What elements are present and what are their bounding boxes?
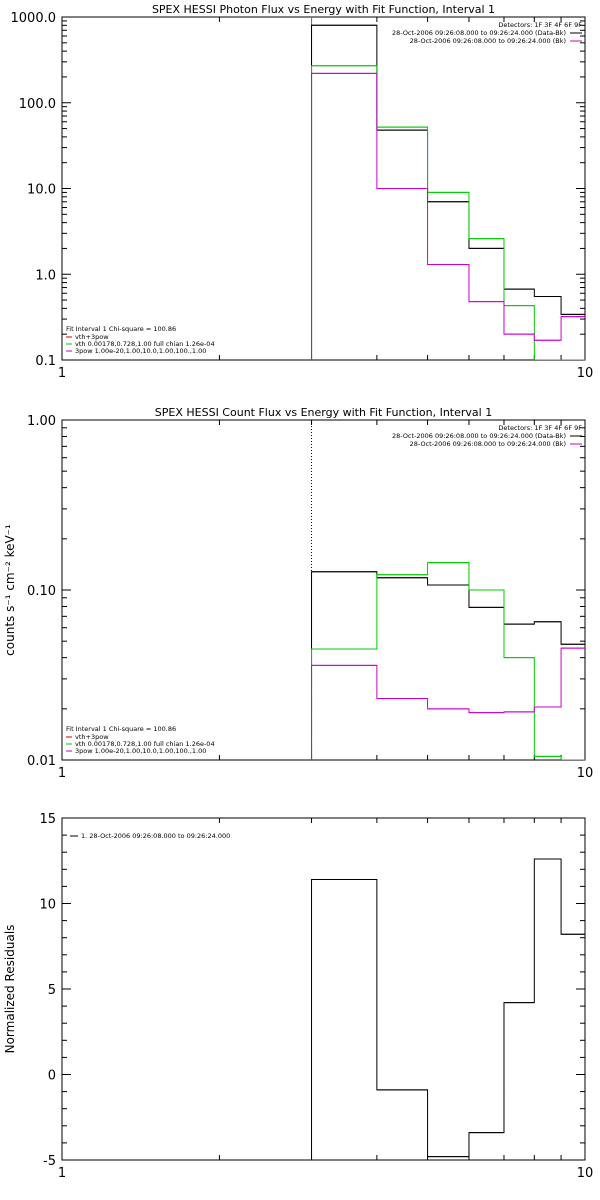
- y-tick-label: 10: [39, 898, 56, 913]
- legend-entry: 1. 28-Oct-2006 09:26:08.000 to 09:26:24.…: [81, 832, 230, 840]
- x-tick-label: 1: [58, 766, 66, 781]
- y-tick-label: 1.00: [27, 414, 56, 429]
- legend-entry: 28-Oct-2006 09:26:08.000 to 09:26:24.000…: [392, 29, 566, 37]
- plot-data: [311, 858, 585, 1160]
- series-2: [311, 562, 585, 760]
- plot-frame: [61, 817, 586, 1161]
- series-1: [311, 24, 585, 360]
- y-tick-label: 0.10: [27, 584, 56, 599]
- series-1: [311, 858, 585, 1160]
- legend-bottom-left: Fit Interval 1 Chi-square = 100.86vth+3p…: [66, 325, 215, 355]
- series-3: [311, 72, 585, 360]
- y-tick-label: 1000.0: [11, 11, 57, 26]
- legend-entry: 3pow 1.00e-20,1.00,10.0,1.00,100.,1.00: [75, 347, 206, 355]
- x-tick-label: 1: [58, 366, 66, 381]
- series-step-line: [311, 72, 585, 360]
- chart-panel-2: SPEX HESSI Count Flux vs Energy with Fit…: [3, 406, 593, 781]
- y-tick-label: 0: [48, 1069, 56, 1084]
- y-tick-label: -5: [43, 1154, 56, 1169]
- chart-title: SPEX HESSI Count Flux vs Energy with Fit…: [155, 406, 492, 419]
- plot-data: [311, 420, 585, 760]
- y-tick-label: 0.1: [35, 354, 56, 369]
- y-tick-label: 15: [39, 812, 56, 827]
- legend-header: Fit Interval 1 Chi-square = 100.86: [66, 325, 176, 333]
- series-step-line: [311, 858, 585, 1160]
- chart-title: SPEX HESSI Photon Flux vs Energy with Fi…: [152, 3, 495, 16]
- legend-bottom-left: Fit Interval 1 Chi-square = 100.86vth+3p…: [66, 725, 215, 755]
- legend-entry: 3pow 1.00e-20,1.00,10.0,1.00,100.,1.00: [75, 747, 206, 755]
- legend-entry: vth 0.00178,0.728,1.00 full chian 1.26e-…: [75, 340, 215, 348]
- legend-entry: 28-Oct-2006 09:26:08.000 to 09:26:24.000…: [410, 37, 566, 45]
- series-2: [311, 65, 585, 360]
- y-axis-label: Normalized Residuals: [3, 925, 17, 1054]
- series-step-line: [311, 647, 585, 760]
- y-tick-label: 0.01: [27, 754, 56, 769]
- y-tick-label: 10.0: [27, 183, 56, 198]
- plot-frame: [61, 16, 586, 361]
- y-axis-label: counts s⁻¹ cm⁻² keV⁻¹: [3, 524, 17, 656]
- x-tick-label: 10: [577, 1166, 594, 1181]
- legend-header: Detectors: 1F 3F 4F 6F 9F: [498, 21, 582, 29]
- legend-entry: 28-Oct-2006 09:26:08.000 to 09:26:24.000…: [410, 440, 566, 448]
- series-1: [311, 571, 585, 760]
- x-tick-label: 1: [58, 1166, 66, 1181]
- y-tick-label: 1.0: [35, 268, 56, 283]
- plot-frame: [61, 419, 586, 761]
- legend-top-left: 1. 28-Oct-2006 09:26:08.000 to 09:26:24.…: [70, 832, 230, 840]
- series-step-line: [311, 562, 585, 760]
- chart-panel-1: SPEX HESSI Photon Flux vs Energy with Fi…: [11, 3, 594, 381]
- legend-entry: vth+3pow: [75, 333, 109, 341]
- x-tick-label: 10: [577, 766, 594, 781]
- legend-header: Detectors: 1F 3F 4F 6F 9F: [498, 424, 582, 432]
- y-tick-label: 5: [48, 983, 56, 998]
- series-3: [311, 647, 585, 760]
- series-step-line: [311, 65, 585, 360]
- legend-entry: vth+3pow: [75, 733, 109, 741]
- legend-entry: vth 0.00178,0.728,1.00 full chian 1.26e-…: [75, 740, 215, 748]
- y-tick-label: 100.0: [19, 97, 56, 112]
- x-tick-label: 10: [577, 366, 594, 381]
- plot-data: [311, 17, 585, 360]
- legend-header: Fit Interval 1 Chi-square = 100.86: [66, 725, 176, 733]
- legend-entry: 28-Oct-2006 09:26:08.000 to 09:26:24.000…: [392, 432, 566, 440]
- chart-panel-3: 1 10 15 10 5 0 -5 Normalized Residuals 1. 28-Oct…: [3, 812, 593, 1181]
